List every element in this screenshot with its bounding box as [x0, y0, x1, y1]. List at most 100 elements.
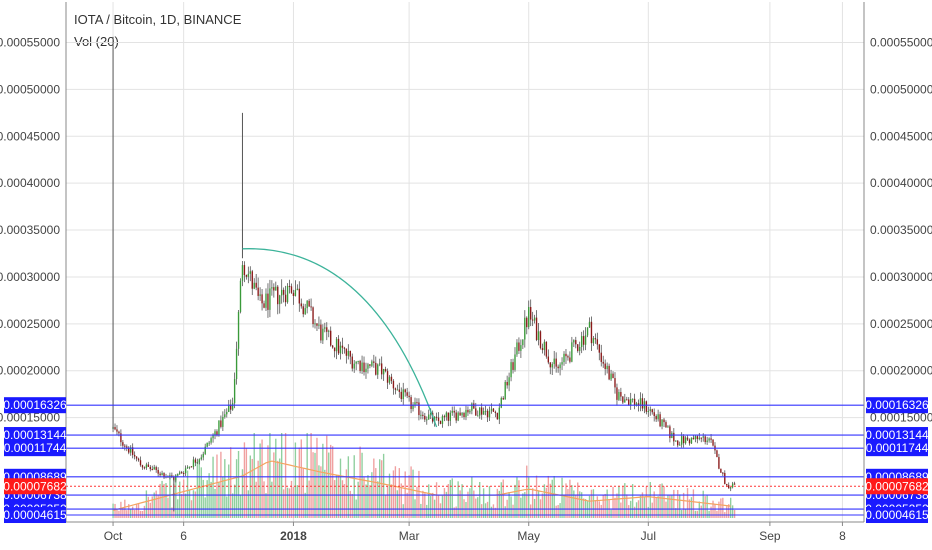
candle-body — [543, 341, 546, 351]
candle-body — [514, 354, 516, 370]
volume-bar — [671, 495, 673, 518]
level-tag-right-bg — [866, 440, 928, 457]
volume-bar — [114, 503, 116, 518]
y-tick-label-right: 0.00050000 — [870, 82, 932, 96]
candle-body — [237, 311, 240, 349]
volume-bar — [377, 481, 379, 518]
candle-body — [247, 273, 250, 277]
volume-bar — [263, 481, 265, 518]
volume-bar — [341, 480, 344, 518]
volume-bar — [659, 483, 661, 518]
candle-body — [557, 366, 559, 369]
candle-body — [155, 467, 157, 470]
candle-body — [235, 348, 238, 380]
volume-bar — [139, 510, 142, 518]
current-price-tag-left-label: 0.00007682 — [3, 479, 67, 493]
volume-bar — [657, 496, 659, 518]
volume-bar — [135, 503, 138, 518]
candle-body — [729, 487, 732, 489]
volume-bar — [479, 481, 481, 518]
volume-bar — [237, 450, 240, 518]
candle-body — [577, 344, 579, 351]
candle-body — [245, 275, 248, 277]
candle-body — [702, 436, 704, 438]
volume-bar — [306, 433, 308, 518]
y-tick-label-left: 0.00025000 — [0, 317, 60, 331]
candle-body — [647, 411, 650, 413]
candle-body — [541, 348, 544, 351]
candle-body — [610, 373, 612, 380]
volume-bar — [665, 501, 667, 518]
volume-bar — [416, 486, 418, 518]
volume-bar — [708, 510, 710, 518]
volume-bar — [273, 452, 275, 518]
volume-bar — [451, 478, 453, 518]
volume-bar — [733, 509, 736, 518]
candle-body — [131, 447, 134, 455]
candle-body — [420, 414, 422, 416]
volume-bar — [524, 492, 526, 518]
candle-body — [424, 415, 426, 420]
volume-bar — [192, 490, 195, 518]
candle-body — [498, 407, 500, 420]
volume-bar — [606, 489, 608, 518]
volume-bar — [204, 497, 206, 518]
candle-body — [263, 303, 265, 308]
volume-bar — [290, 480, 293, 518]
candle-body — [422, 414, 424, 416]
volume-bar — [508, 492, 510, 518]
candle-body — [204, 446, 206, 454]
volume-bar — [220, 451, 222, 518]
volume-bar — [577, 482, 579, 518]
volume-bar — [510, 496, 512, 518]
volume-bar — [720, 498, 722, 518]
volume-bar — [245, 448, 248, 518]
volume-bar — [582, 498, 585, 518]
candle-body — [555, 358, 557, 367]
y-tick-label-right: 0.00045000 — [870, 129, 932, 143]
volume-bar — [633, 506, 636, 518]
candle-body — [439, 421, 442, 424]
candle-body — [539, 331, 542, 349]
candle-body — [588, 321, 591, 328]
level-tag-right-label: 0.00016326 — [865, 398, 929, 412]
volume-bar — [137, 503, 140, 518]
volume-bar — [696, 510, 699, 518]
volume-bar — [439, 503, 442, 518]
volume-bar — [345, 469, 348, 518]
candle-body — [559, 364, 561, 369]
volume-bar — [496, 488, 499, 518]
candle-body — [494, 411, 497, 413]
volume-bar — [435, 482, 438, 518]
volume-bar — [180, 494, 183, 518]
candle-body — [510, 362, 512, 378]
volume-bar — [722, 497, 724, 518]
volume-bar — [700, 505, 702, 518]
volume-bar — [477, 497, 479, 518]
candle-body — [369, 364, 371, 366]
volume-bar — [704, 496, 706, 518]
candle-body — [490, 408, 493, 411]
candle-body — [310, 306, 312, 308]
candle-body — [618, 392, 620, 400]
candle-body — [337, 338, 340, 354]
candle-body — [682, 436, 685, 444]
volume-bar — [647, 506, 650, 518]
volume-bar — [731, 505, 734, 518]
candle-body — [361, 362, 363, 371]
candle-body — [716, 450, 718, 458]
candle-body — [449, 412, 451, 421]
volume-bar — [133, 509, 136, 518]
volume-bar — [308, 480, 310, 518]
volume-bar — [396, 490, 399, 518]
volume-bar — [367, 475, 369, 518]
volume-bar — [328, 452, 330, 518]
volume-bar — [231, 493, 234, 518]
y-tick-label-right: 0.00040000 — [870, 176, 932, 190]
volume-bar — [169, 475, 171, 518]
candle-body — [128, 447, 130, 453]
volume-bar — [131, 506, 134, 518]
candle-body — [314, 323, 316, 325]
candle-body — [251, 271, 253, 289]
